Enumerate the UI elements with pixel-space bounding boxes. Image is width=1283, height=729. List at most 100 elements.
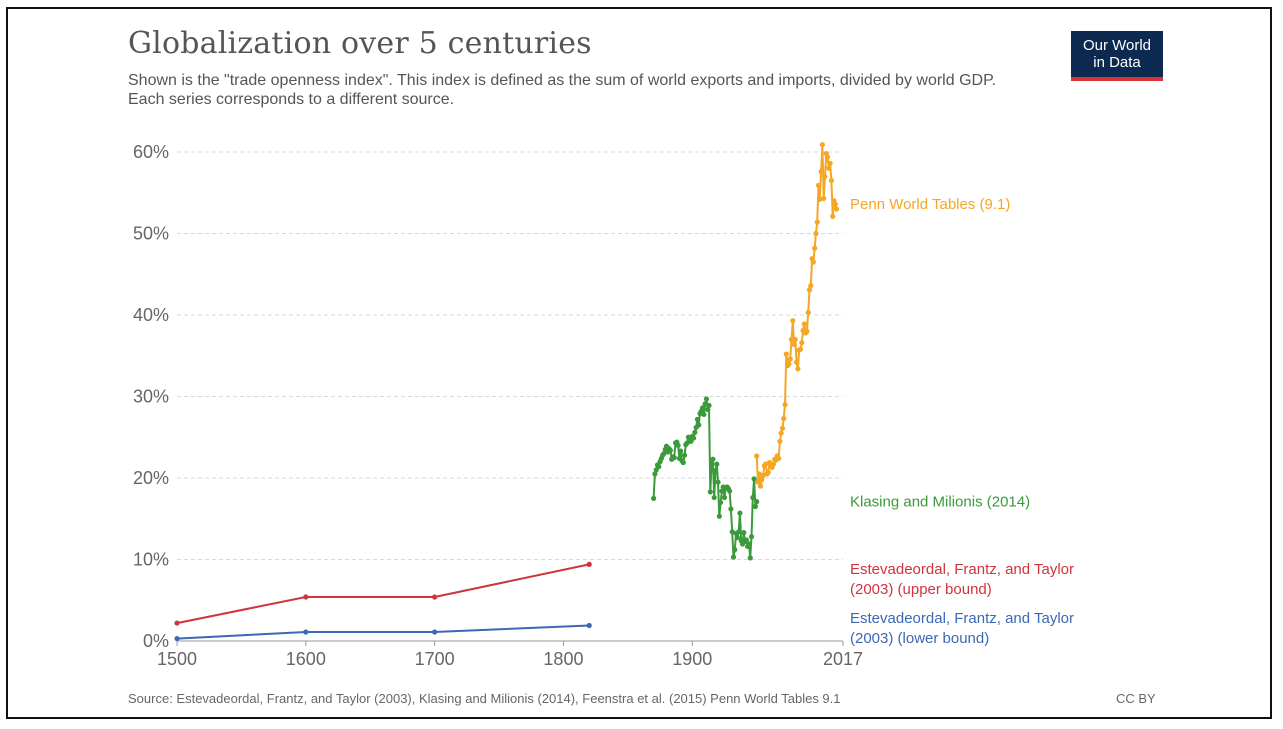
data-point-1-32	[692, 429, 698, 435]
data-point-1-41	[703, 396, 710, 402]
chart-subtitle: Shown is the "trade openness index". Thi…	[128, 72, 997, 108]
chart-frame	[6, 7, 1272, 719]
series-label: Estevadeordal, Frantz, and Taylor	[850, 610, 1074, 627]
data-point-0-52	[821, 195, 827, 202]
data-point-0-13	[770, 461, 777, 467]
data-point-0-1	[755, 479, 761, 485]
data-point-1-79	[752, 503, 759, 510]
data-point-1-63	[732, 547, 738, 553]
data-point-0-61	[832, 201, 838, 207]
data-point-0-59	[830, 213, 836, 219]
data-point-1-35	[696, 422, 702, 428]
data-point-0-62	[833, 206, 840, 212]
series-label: Klasing and Milionis (2014)	[850, 494, 1030, 511]
data-point-0-3	[757, 483, 764, 489]
data-point-1-42	[705, 406, 711, 413]
source-note[interactable]: Source: Estevadeordal, Frantz, and Taylo…	[128, 691, 841, 706]
data-point-1-23	[680, 459, 686, 466]
data-point-1-48	[712, 468, 719, 474]
data-point-1-52	[718, 499, 724, 506]
data-point-1-19	[675, 442, 681, 448]
data-point-1-44	[707, 489, 713, 495]
logo-accent-bar	[1071, 77, 1163, 81]
data-point-0-44	[810, 259, 816, 265]
data-point-0-32	[795, 366, 801, 372]
data-point-1-13	[667, 447, 673, 453]
data-point-1-4	[656, 463, 662, 470]
data-point-1-1	[652, 471, 658, 477]
chart-title: Globalization over 5 centuries	[128, 26, 592, 61]
y-tick-label: 30%	[133, 387, 169, 407]
data-point-0-27	[788, 336, 795, 343]
data-point-0-9	[765, 469, 771, 475]
data-point-1-34	[694, 416, 701, 422]
data-point-2-3	[586, 561, 592, 567]
data-point-1-77	[750, 494, 756, 501]
data-point-1-65	[734, 534, 740, 541]
data-point-1-55	[721, 494, 728, 501]
data-point-0-37	[801, 321, 807, 327]
y-tick-label: 60%	[133, 142, 169, 162]
data-point-0-29	[791, 341, 797, 347]
series-line-3	[176, 624, 590, 640]
data-point-0-20	[779, 425, 786, 431]
x-tick-label: 1700	[415, 649, 455, 669]
data-point-0-0	[754, 453, 760, 459]
data-point-0-21	[781, 415, 787, 422]
data-point-0-40	[805, 309, 811, 316]
x-tick-label: 2017	[823, 649, 863, 669]
data-point-1-16	[671, 455, 677, 461]
data-point-1-80	[754, 499, 760, 505]
data-point-1-72	[743, 537, 749, 543]
data-point-0-31	[794, 359, 800, 365]
data-point-3-1	[303, 629, 309, 635]
series-label: (2003) (lower bound)	[850, 630, 989, 647]
y-tick-label: 20%	[133, 468, 169, 488]
logo-line-1: Our World	[1082, 37, 1152, 54]
data-point-1-70	[741, 530, 747, 536]
owid-logo[interactable]: Our World in Data	[1071, 31, 1163, 80]
data-point-0-26	[787, 356, 793, 362]
x-tick-label: 1600	[286, 649, 326, 669]
data-point-0-45	[812, 245, 818, 251]
data-point-1-66	[736, 529, 742, 535]
data-point-0-39	[804, 328, 810, 334]
data-point-3-3	[586, 622, 592, 629]
data-point-1-21	[678, 448, 684, 454]
data-point-0-4	[759, 477, 765, 483]
data-point-0-57	[827, 160, 833, 167]
data-point-3-0	[174, 635, 180, 642]
license-label[interactable]: CC BY	[1116, 691, 1156, 706]
y-tick-label: 0%	[143, 631, 169, 651]
data-point-3-2	[432, 629, 438, 635]
data-point-1-47	[711, 494, 717, 501]
data-point-1-43	[706, 402, 712, 409]
data-point-0-30	[792, 336, 798, 343]
data-point-1-50	[715, 479, 721, 485]
data-point-1-39	[701, 411, 707, 418]
data-point-1-0	[651, 495, 657, 501]
data-point-0-55	[824, 154, 831, 160]
data-point-0-25	[786, 361, 792, 367]
data-point-0-48	[815, 182, 822, 189]
x-tick-label: 1800	[543, 649, 583, 669]
data-point-1-78	[751, 476, 757, 482]
data-point-0-41	[806, 287, 813, 293]
data-point-0-58	[828, 177, 835, 184]
data-point-0-35	[799, 340, 805, 346]
data-point-2-0	[174, 620, 180, 626]
data-point-1-51	[716, 513, 722, 519]
series-label: (2003) (upper bound)	[850, 581, 992, 598]
data-point-0-28	[790, 318, 796, 324]
data-point-1-31	[690, 435, 697, 441]
data-point-0-56	[826, 165, 832, 171]
data-point-1-53	[719, 488, 725, 494]
data-point-1-62	[730, 554, 737, 560]
series-label: Estevadeordal, Frantz, and Taylor	[850, 561, 1074, 578]
data-point-1-67	[737, 510, 743, 516]
data-point-1-74	[746, 541, 752, 547]
data-point-1-45	[709, 460, 715, 466]
data-point-0-50	[818, 168, 824, 175]
data-point-1-76	[748, 534, 755, 540]
